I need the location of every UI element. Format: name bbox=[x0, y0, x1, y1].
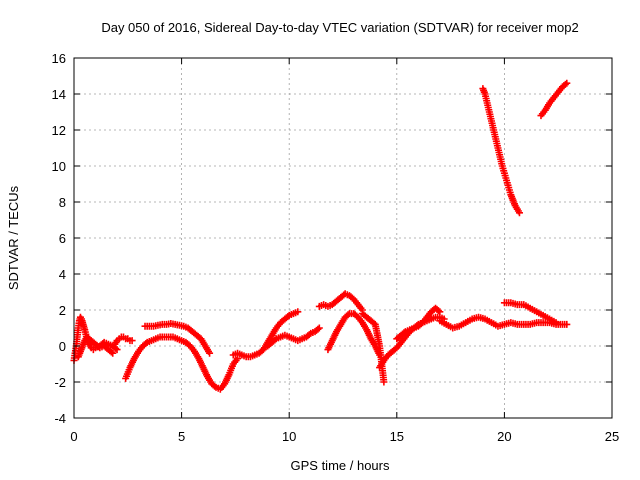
y-tick-label: 10 bbox=[52, 159, 66, 174]
y-tick-label: 2 bbox=[59, 303, 66, 318]
x-tick-label: 0 bbox=[70, 429, 77, 444]
x-tick-label: 15 bbox=[390, 429, 404, 444]
data-points bbox=[70, 79, 571, 393]
y-tick-label: -2 bbox=[54, 375, 66, 390]
data-point bbox=[400, 329, 408, 337]
x-tick-labels: 0 5 10 15 20 25 bbox=[70, 429, 619, 444]
y-axis-label: SDTVAR / TECUs bbox=[6, 185, 21, 290]
x-tick-label: 5 bbox=[178, 429, 185, 444]
data-point bbox=[515, 209, 523, 217]
y-tick-labels: -4 -2 0 2 4 6 8 10 12 14 16 bbox=[52, 51, 66, 426]
data-point bbox=[211, 382, 219, 390]
grid bbox=[74, 58, 612, 418]
data-point bbox=[294, 308, 302, 316]
y-tick-label: 16 bbox=[52, 51, 66, 66]
chart-title: Day 050 of 2016, Sidereal Day-to-day VTE… bbox=[101, 20, 578, 35]
data-point bbox=[109, 349, 117, 357]
data-point bbox=[107, 348, 115, 356]
data-point bbox=[128, 337, 136, 345]
y-tick-label: 4 bbox=[59, 267, 66, 282]
data-point bbox=[344, 311, 352, 319]
data-point bbox=[563, 79, 571, 87]
data-point bbox=[314, 325, 322, 333]
data-point bbox=[206, 349, 214, 357]
y-tick-label: 14 bbox=[52, 87, 66, 102]
data-point bbox=[305, 331, 313, 339]
y-tick-label: 0 bbox=[59, 339, 66, 354]
data-point bbox=[271, 336, 279, 344]
x-axis-label: GPS time / hours bbox=[291, 458, 390, 473]
x-tick-label: 20 bbox=[497, 429, 511, 444]
x-tick-label: 10 bbox=[282, 429, 296, 444]
y-tick-label: 6 bbox=[59, 231, 66, 246]
y-tick-label: 8 bbox=[59, 195, 66, 210]
data-point bbox=[434, 307, 442, 315]
data-point bbox=[284, 313, 292, 321]
data-point bbox=[315, 324, 323, 332]
data-point bbox=[552, 319, 560, 327]
data-point bbox=[380, 378, 388, 386]
data-point bbox=[436, 308, 444, 316]
data-point bbox=[561, 80, 569, 88]
x-tick-label: 25 bbox=[605, 429, 619, 444]
data-point bbox=[142, 340, 150, 348]
y-tick-label: 12 bbox=[52, 123, 66, 138]
data-point bbox=[113, 346, 121, 354]
y-tick-label: -4 bbox=[54, 411, 66, 426]
data-point bbox=[563, 320, 571, 328]
axis-ticks bbox=[73, 57, 613, 419]
